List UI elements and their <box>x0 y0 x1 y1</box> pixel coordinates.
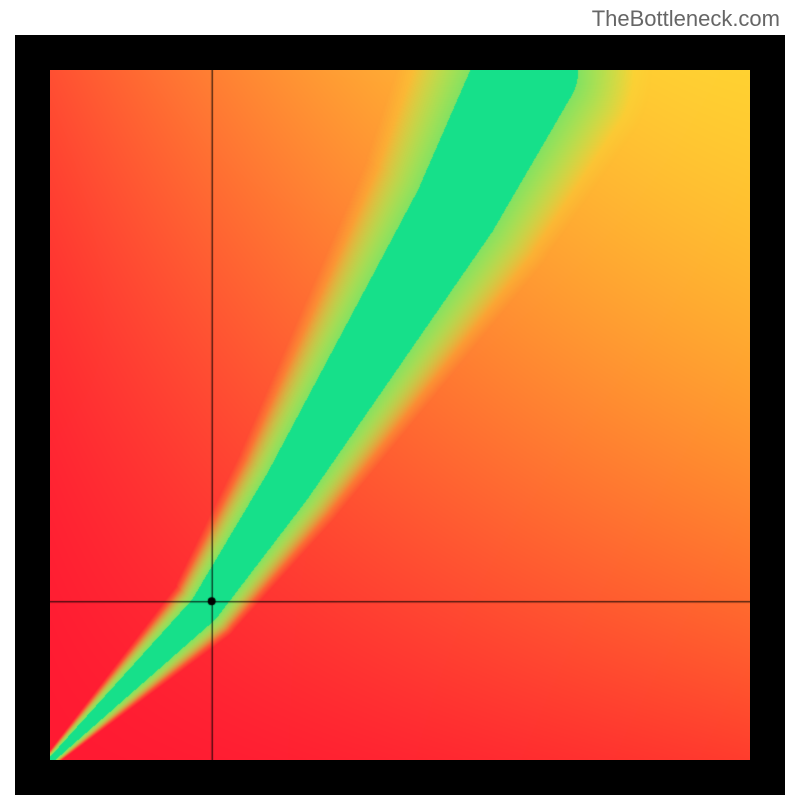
heatmap-canvas <box>50 70 750 760</box>
watermark-text: TheBottleneck.com <box>592 6 780 32</box>
chart-container: TheBottleneck.com <box>0 0 800 800</box>
chart-outer-frame <box>15 35 785 795</box>
chart-plot-area <box>50 70 750 760</box>
